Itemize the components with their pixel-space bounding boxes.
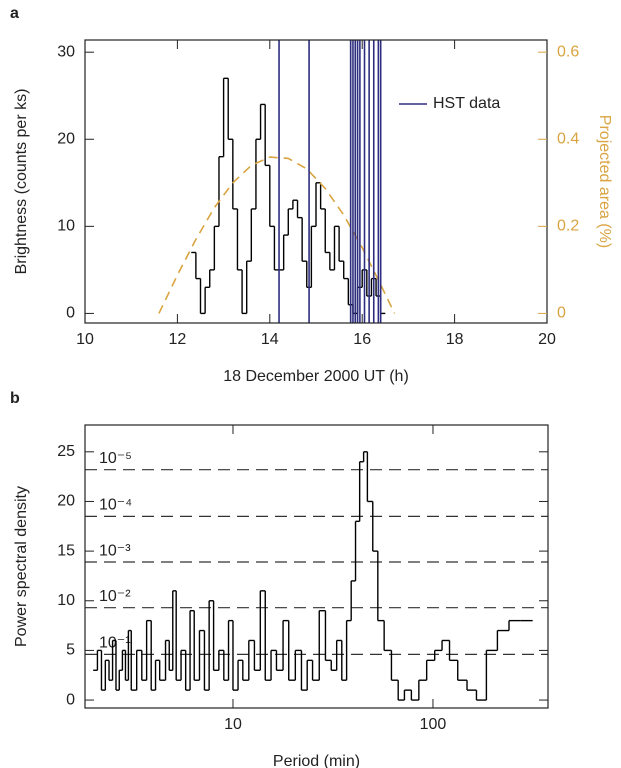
y-tick-label: 25 xyxy=(57,443,75,460)
plot-frame xyxy=(84,424,549,709)
y-tick-label: 10 xyxy=(57,592,75,609)
y-axis-label: Brightness (counts per ks) xyxy=(13,89,30,275)
x-tick-label: 12 xyxy=(169,331,187,348)
x-tick-label: 16 xyxy=(353,331,371,348)
x-tick-label: 10 xyxy=(224,716,242,733)
reference-label: 10⁻⁴ xyxy=(99,497,132,514)
y-tick-label: 20 xyxy=(57,130,75,147)
panel-label: b xyxy=(10,390,20,407)
plot-frame xyxy=(84,39,548,324)
x-tick-label: 20 xyxy=(538,331,556,348)
y-tick-label: 10 xyxy=(57,218,75,235)
y2-tick-label: 0.2 xyxy=(557,218,579,235)
y2-tick-label: 0 xyxy=(557,305,566,322)
y-tick-label: 5 xyxy=(66,642,75,659)
reference-label: 10⁻² xyxy=(99,588,131,605)
y2-tick-label: 0.6 xyxy=(557,43,579,60)
reference-label: 10⁻³ xyxy=(99,542,131,559)
y2-tick-label: 0.4 xyxy=(557,130,579,147)
reference-label: 10⁻¹ xyxy=(99,635,131,652)
x-axis-label: 18 December 2000 UT (h) xyxy=(223,368,409,385)
x-tick-label: 100 xyxy=(420,716,447,733)
y-tick-label: 0 xyxy=(66,691,75,708)
x-tick-label: 18 xyxy=(446,331,464,348)
x-tick-label: 10 xyxy=(76,331,94,348)
panel-label: a xyxy=(10,5,19,22)
y-axis-label: Power spectral density xyxy=(13,486,30,647)
y-tick-label: 0 xyxy=(66,305,75,322)
y2-axis-label: Projected area (%) xyxy=(596,115,613,248)
y-tick-label: 20 xyxy=(57,493,75,510)
y-tick-label: 30 xyxy=(57,43,75,60)
reference-label: 10⁻⁵ xyxy=(99,450,132,467)
x-axis-label: Period (min) xyxy=(273,753,360,768)
x-tick-label: 14 xyxy=(261,331,279,348)
y-tick-label: 15 xyxy=(57,542,75,559)
legend-label: HST data xyxy=(433,95,500,112)
